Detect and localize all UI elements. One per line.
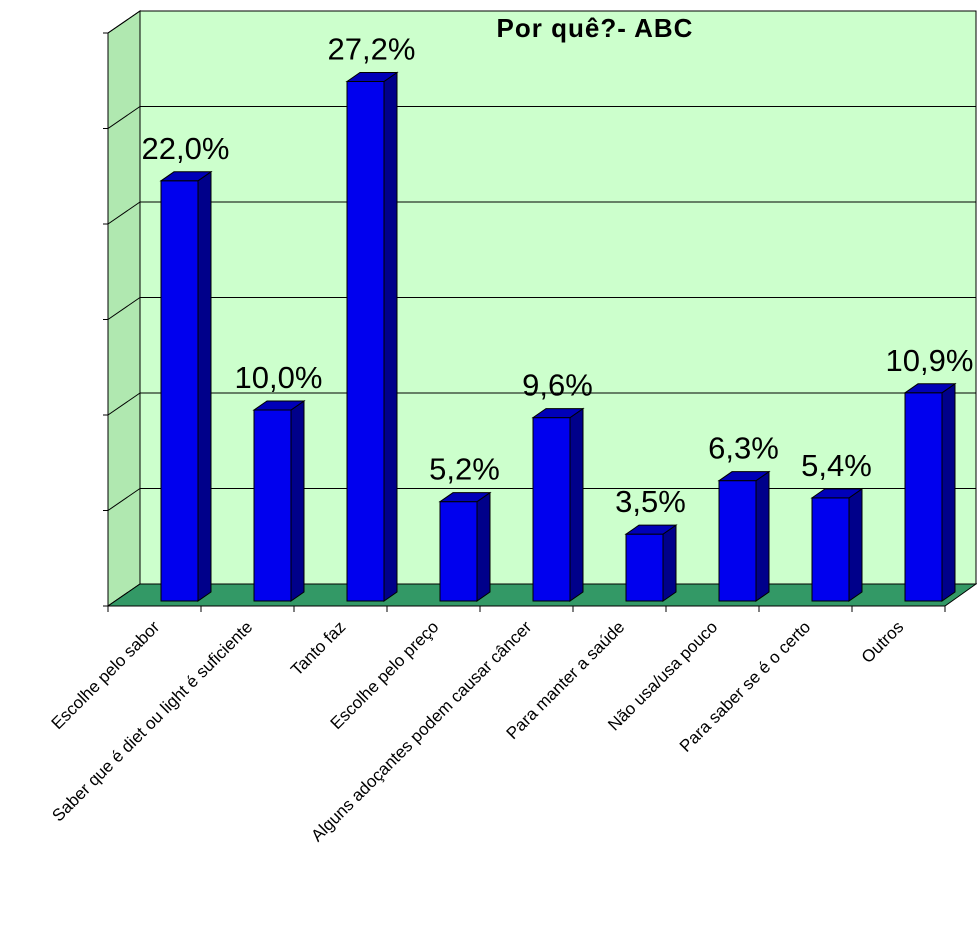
category-label: Tanto faz bbox=[287, 617, 349, 679]
bar-front bbox=[718, 480, 757, 602]
bar-front bbox=[904, 392, 943, 602]
gridline-side bbox=[107, 106, 141, 129]
chart-title: Por quê?- ABC bbox=[497, 13, 694, 43]
x-axis bbox=[107, 605, 946, 612]
data-label: 22,0% bbox=[142, 131, 230, 166]
bar bbox=[717, 470, 771, 602]
bar-top bbox=[438, 492, 492, 503]
bar bbox=[531, 407, 585, 602]
data-label: 9,6% bbox=[522, 368, 593, 403]
bar-side bbox=[569, 407, 584, 602]
bar-front bbox=[439, 501, 478, 602]
bar-top bbox=[252, 400, 306, 411]
data-label: 10,9% bbox=[886, 343, 974, 378]
bar bbox=[810, 487, 864, 602]
data-label: 3,5% bbox=[615, 484, 686, 519]
data-label: 27,2% bbox=[328, 31, 416, 66]
bar-side bbox=[197, 170, 212, 602]
gridline-side bbox=[107, 201, 141, 225]
bar-front bbox=[532, 417, 571, 602]
bar-front bbox=[811, 497, 850, 602]
gridline-side bbox=[107, 392, 141, 416]
bar-side bbox=[383, 71, 398, 602]
gridline-side bbox=[107, 297, 141, 320]
bar-side bbox=[848, 487, 863, 602]
bar bbox=[624, 524, 678, 602]
bar bbox=[903, 382, 957, 602]
data-label: 6,3% bbox=[708, 431, 779, 466]
category-label: Saber que é diet ou light é suficiente bbox=[48, 617, 256, 825]
bar-side bbox=[755, 470, 770, 602]
gridline-side bbox=[107, 10, 141, 34]
bar bbox=[159, 170, 213, 602]
bar-side bbox=[941, 382, 956, 602]
bar-front bbox=[160, 180, 199, 602]
category-label: Outros bbox=[858, 617, 908, 667]
bar-side bbox=[476, 491, 491, 602]
bar-front bbox=[253, 409, 292, 602]
gridline-side bbox=[107, 488, 141, 511]
bar-side bbox=[662, 524, 677, 602]
bar-top bbox=[531, 408, 585, 419]
bar-top bbox=[903, 383, 957, 394]
bar-top bbox=[717, 471, 771, 482]
bar-front bbox=[346, 80, 385, 602]
bar bbox=[438, 491, 492, 602]
bar-top bbox=[345, 71, 399, 82]
bar-side bbox=[290, 400, 305, 602]
bar-top bbox=[810, 488, 864, 499]
data-label: 5,4% bbox=[801, 448, 872, 483]
bar-top bbox=[159, 171, 213, 182]
data-labels: 22,0% 10,0% 27,2% 5,2% 9,6% 3,5% 6,3% 5,4% 10,9% bbox=[142, 31, 974, 519]
bar bbox=[252, 400, 306, 602]
bar bbox=[345, 71, 399, 602]
bar-front bbox=[625, 533, 664, 602]
bars bbox=[159, 71, 957, 602]
data-label: 10,0% bbox=[235, 360, 323, 395]
bar-top bbox=[624, 524, 678, 535]
data-label: 5,2% bbox=[429, 452, 500, 487]
